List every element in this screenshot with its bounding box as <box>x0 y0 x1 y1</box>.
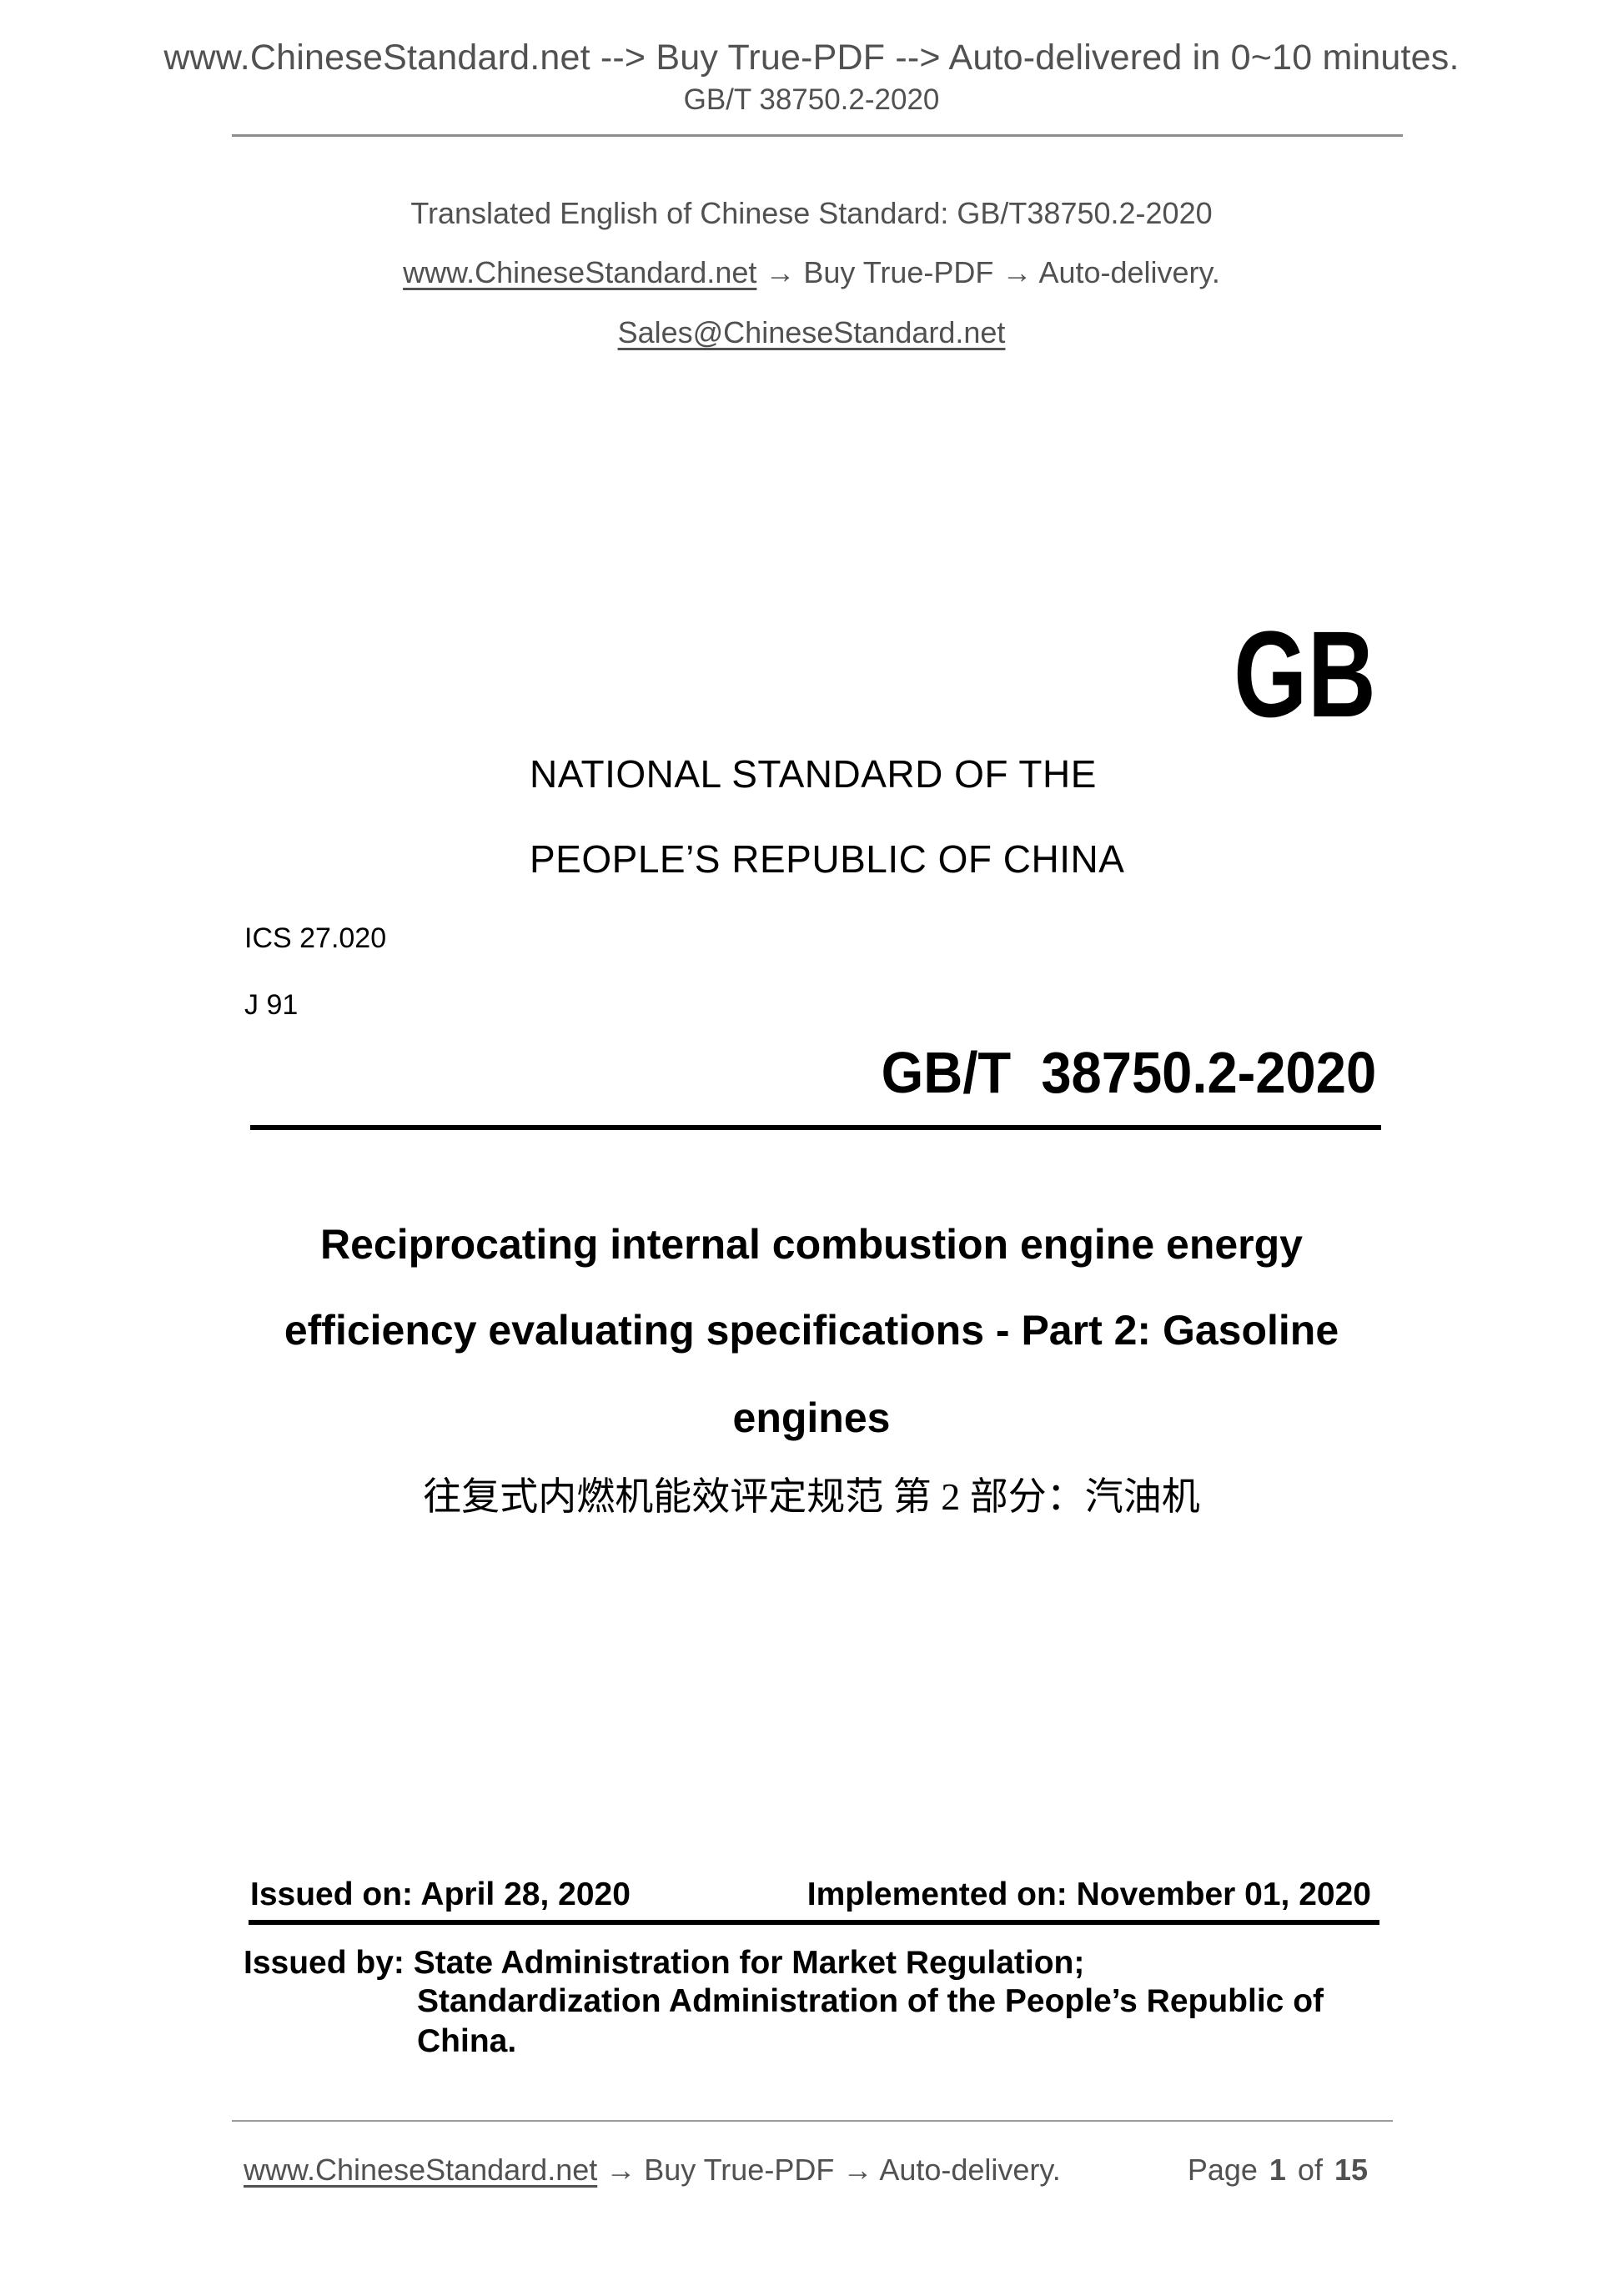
footer-website-link[interactable]: www.ChineseStandard.net <box>244 2153 598 2187</box>
sales-email-line: Sales@ChineseStandard.net <box>0 318 1623 348</box>
header-rule <box>232 134 1403 137</box>
header-doc-number: GB/T 38750.2-2020 <box>683 83 940 116</box>
classification-code: J 91 <box>244 989 299 1021</box>
implemented-date: Implemented on: November 01, 2020 <box>806 1876 1371 1912</box>
footer-delivery-line: www.ChineseStandard.net → Buy True-PDF →… <box>244 2155 1061 2185</box>
page-current: 1 <box>1269 2153 1286 2187</box>
translation-delivery-line: www.ChineseStandard.net → Buy True-PDF →… <box>0 258 1623 288</box>
translation-title: Translated English of Chinese Standard: … <box>410 196 1213 230</box>
dates-rule <box>249 1920 1379 1925</box>
page-label: Page <box>1187 2153 1258 2187</box>
issuer-line3: China. <box>417 2023 517 2059</box>
website-link[interactable]: www.ChineseStandard.net <box>403 255 757 289</box>
title-en-line2: efficiency evaluating specifications - P… <box>284 1307 1339 1354</box>
page-total: 15 <box>1334 2153 1368 2187</box>
page-of-label: of <box>1297 2153 1323 2187</box>
translation-delivery-rest: → Buy True-PDF → Auto-delivery. <box>756 255 1220 289</box>
title-zh: 往复式内燃机能效评定规范 第 2 部分：汽油机 <box>423 1475 1200 1518</box>
org-name-line2: PEOPLE’S REPUBLIC OF CHINA <box>530 837 1125 881</box>
issuer-line2: Standardization Administration of the Pe… <box>417 1983 1324 2019</box>
title-en-line3: engines <box>732 1394 891 1441</box>
org-name-line1: NATIONAL STANDARD OF THE <box>530 752 1097 796</box>
footer-delivery-rest: → Buy True-PDF → Auto-delivery. <box>597 2153 1061 2187</box>
ics-code: ICS 27.020 <box>244 922 387 954</box>
header-note: www.ChineseStandard.net --> Buy True-PDF… <box>163 38 1460 78</box>
issuer-line1: Issued by: State Administration for Mark… <box>244 1945 1085 1981</box>
issued-date: Issued on: April 28, 2020 <box>250 1876 631 1912</box>
standard-number-rule <box>250 1125 1381 1130</box>
gb-logo: GB <box>1233 606 1376 743</box>
sales-email-link[interactable]: Sales@ChineseStandard.net <box>617 315 1006 349</box>
title-en-line1: Reciprocating internal combustion engine… <box>320 1221 1303 1268</box>
page-indicator: Page 1 of 15 <box>1188 2155 1368 2185</box>
standard-number: GB/T 38750.2-2020 <box>881 1040 1376 1105</box>
footer-rule <box>232 2120 1393 2122</box>
